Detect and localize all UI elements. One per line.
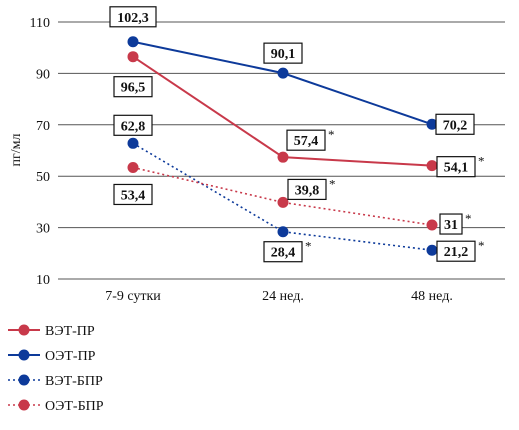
data-label: 28,4 * <box>263 239 312 263</box>
data-label-box <box>286 129 326 151</box>
legend-marker <box>18 399 30 411</box>
data-label-text: 39,8 <box>295 183 320 198</box>
x-axis-ticks: 7-9 сутки 24 нед. 48 нед. <box>105 289 453 304</box>
data-point <box>277 226 289 238</box>
data-label: 21,2 * <box>436 238 485 262</box>
data-label-text: 28,4 <box>271 246 296 261</box>
data-label: 57,4 * <box>286 127 335 151</box>
y-tick-label: 90 <box>36 67 50 82</box>
data-point <box>127 36 139 48</box>
data-label: 62,8 <box>113 114 153 136</box>
data-label-box <box>435 113 475 135</box>
data-label-box <box>113 183 153 206</box>
data-point <box>277 67 289 79</box>
data-label-box <box>263 241 303 263</box>
legend-label: ОЭТ-ПР <box>45 349 96 364</box>
data-point <box>127 137 139 149</box>
data-label-text: 54,1 <box>444 161 469 176</box>
y-tick-label: 50 <box>36 170 50 185</box>
data-label-box <box>263 42 303 64</box>
y-tick-label: 110 <box>30 16 50 31</box>
legend-label: ОЭТ-БПР <box>45 399 104 414</box>
data-point <box>426 219 438 231</box>
data-label-text: 90,1 <box>271 47 296 62</box>
data-label: 70,2 <box>435 113 475 135</box>
y-tick-label: 30 <box>36 222 50 237</box>
legend-entry: ОЭТ-ПР <box>8 349 96 364</box>
significance-mark: * <box>328 127 335 142</box>
data-point <box>127 161 139 173</box>
data-label-box <box>109 6 157 28</box>
data-label-box <box>439 213 463 235</box>
data-label-box <box>113 76 153 98</box>
legend-label: ВЭТ-БПР <box>45 374 103 389</box>
data-point <box>277 151 289 163</box>
legend-label: ВЭТ-ПР <box>45 324 95 339</box>
significance-mark: * <box>305 239 312 254</box>
data-label-text: 31 <box>444 218 458 233</box>
data-label-text: 102,3 <box>117 11 149 26</box>
legend-marker <box>18 349 30 361</box>
data-label-box <box>113 114 153 136</box>
y-tick-label: 70 <box>36 119 50 134</box>
data-label-box <box>287 178 327 201</box>
y-tick-label: 10 <box>36 273 50 288</box>
x-tick-label: 7-9 сутки <box>105 289 161 304</box>
data-label: 31 * <box>439 211 472 235</box>
series-lines <box>127 36 438 256</box>
series-line <box>132 166 433 226</box>
data-label: 53,4 <box>113 183 153 206</box>
data-label-text: 57,4 <box>294 134 319 149</box>
significance-mark: * <box>465 211 472 226</box>
data-label-box <box>436 156 476 178</box>
data-point <box>277 196 289 208</box>
data-label-box <box>436 240 476 262</box>
data-label-text: 96,5 <box>121 81 146 96</box>
significance-mark: * <box>478 238 485 253</box>
data-label-text: 53,4 <box>121 188 146 203</box>
data-point <box>426 244 438 256</box>
y-axis-label: пг/мл <box>9 134 24 167</box>
legend-entry: ВЭТ-ПР <box>8 324 95 339</box>
significance-mark: * <box>329 176 336 191</box>
data-label-text: 21,2 <box>444 245 469 260</box>
x-tick-label: 48 нед. <box>411 289 453 304</box>
legend-entry: ОЭТ-БПР <box>8 399 104 414</box>
data-label: 90,1 <box>263 42 303 64</box>
data-label: 96,5 <box>113 76 153 98</box>
data-label: 39,8 * <box>287 176 336 201</box>
y-axis-ticks: 10 30 50 70 90 110 <box>30 16 50 288</box>
significance-mark: * <box>478 154 485 169</box>
legend-marker <box>18 374 30 386</box>
data-point <box>426 160 438 172</box>
data-label-text: 70,2 <box>443 118 468 133</box>
x-tick-label: 24 нед. <box>262 289 304 304</box>
legend-entry: ВЭТ-БПР <box>8 374 103 389</box>
legend: ВЭТ-ПР ОЭТ-ПР ВЭТ-БПР ОЭТ-БПР <box>8 324 104 414</box>
data-label-text: 62,8 <box>121 119 146 134</box>
data-labels: 96,557,4 *54,1 *102,390,170,262,828,4 * 21,2… <box>109 6 485 263</box>
data-label: 102,3 <box>109 6 157 28</box>
legend-marker <box>18 324 30 336</box>
data-label: 54,1 * <box>436 154 485 178</box>
data-point <box>426 118 438 130</box>
data-point <box>127 51 139 63</box>
